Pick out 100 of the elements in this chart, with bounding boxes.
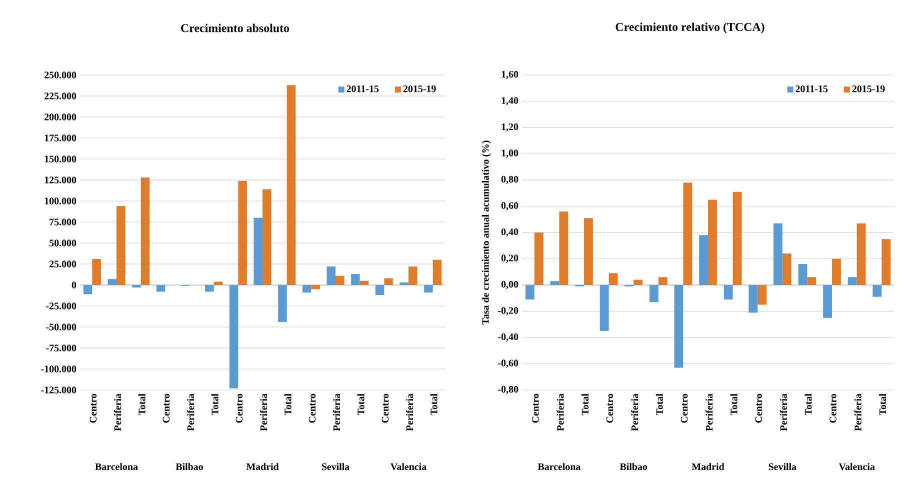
bar <box>649 285 658 302</box>
y-tick-label: -0,80 <box>498 386 518 394</box>
y-tick-label: 175.000 <box>44 134 76 142</box>
x-tick-label: Centro <box>680 394 688 423</box>
x-tick-label: Periferia <box>186 394 194 431</box>
bar <box>408 266 418 285</box>
x-tick-label: Periferia <box>631 394 638 431</box>
bar <box>424 285 433 293</box>
text: Sevilla <box>768 463 796 470</box>
x-tick-label: Centro <box>90 394 97 423</box>
y-tick-label: -75.000 <box>46 344 76 352</box>
x-tick-label: Total <box>357 394 364 416</box>
y-tick-label: 50.000 <box>49 240 76 246</box>
y-tick-label: 100.000 <box>44 198 76 204</box>
x-tick-label: Periferia <box>332 394 340 431</box>
chart-title: Crecimiento relativo (TCCA) <box>616 22 764 34</box>
y-tick-label: 250.000 <box>44 72 76 78</box>
bar <box>254 218 263 285</box>
y-tick-label: 1,40 <box>502 97 518 106</box>
bar <box>550 281 560 285</box>
x-tick-label: Centro <box>162 394 170 423</box>
bar <box>773 223 782 285</box>
bar <box>600 285 609 331</box>
y-tick-label: -0,20 <box>498 307 518 316</box>
x-tick-label: Total <box>430 394 438 416</box>
x-tick-label: Centro <box>236 394 243 423</box>
text: Barcelona <box>95 463 138 470</box>
bar <box>608 273 618 285</box>
bar <box>140 177 150 285</box>
x-tick-label: Centro <box>532 394 539 423</box>
x-tick-label: Periferia <box>854 394 862 431</box>
x-tick-label: Total <box>138 394 146 416</box>
y-tick-label: 1,00 <box>502 150 518 158</box>
x-tick-label: Total <box>211 394 218 416</box>
legend-label: 2015-19 <box>852 85 885 92</box>
x-tick-label: Total <box>656 394 663 416</box>
bar <box>286 85 296 285</box>
bar <box>238 180 247 285</box>
bar <box>132 285 141 288</box>
bar <box>108 279 116 285</box>
x-tick-label: Total <box>730 394 738 416</box>
bar <box>699 235 708 285</box>
bar <box>432 260 442 285</box>
x-tick-label: Periferia <box>406 394 414 431</box>
y-tick-label: 25.000 <box>50 260 76 268</box>
bar <box>400 282 409 285</box>
y-tick-label: 75.000 <box>50 218 76 226</box>
x-tick-label: Centro <box>308 394 316 423</box>
x-tick-label: Centro <box>382 394 389 423</box>
bar <box>214 282 223 285</box>
bar <box>856 223 866 285</box>
bar <box>262 189 272 285</box>
y-tick-label: 0,80 <box>501 176 518 184</box>
bar <box>634 280 643 285</box>
x-tick-label: Total <box>284 394 292 416</box>
text: Valencia <box>838 463 875 470</box>
bar <box>156 285 166 292</box>
bar <box>782 254 792 285</box>
x-tick-label: Centro <box>830 394 836 423</box>
text: Madrid <box>246 463 279 470</box>
x-tick-label: Total <box>804 394 812 416</box>
x-tick-label: Total <box>581 394 589 416</box>
bar <box>229 285 238 388</box>
chart-title: Crecimiento absoluto <box>181 24 290 32</box>
bar <box>83 285 92 294</box>
bar <box>311 285 320 290</box>
bar <box>872 285 882 297</box>
bar <box>748 285 758 313</box>
y-tick-label: -25.000 <box>46 302 76 310</box>
bar <box>807 277 816 285</box>
text: Bilbao <box>620 463 648 470</box>
y-tick-label: -0,40 <box>498 333 518 342</box>
bar <box>584 218 593 285</box>
bar <box>116 206 126 285</box>
y-tick-label: 0,40 <box>501 228 518 237</box>
bar <box>360 280 369 285</box>
bar <box>732 192 742 285</box>
x-tick-label: Total <box>879 394 886 416</box>
y-tick-label: -0,60 <box>498 360 518 368</box>
bar <box>559 212 568 285</box>
y-tick-label: 0,00 <box>501 280 518 290</box>
bar <box>832 258 841 285</box>
bar <box>326 266 336 285</box>
y-tick-label: 225.000 <box>44 92 76 100</box>
y-tick-label: 125.000 <box>44 176 76 184</box>
y-tick-label: -100.000 <box>41 366 76 372</box>
y-axis-title: Tasa de crecimiento anual acumulativo (%) <box>482 140 491 325</box>
y-tick-label: 0,20 <box>501 254 518 263</box>
y-tick-label: 1,60 <box>502 70 518 80</box>
legend-label: 2015-19 <box>403 85 436 92</box>
bar <box>351 274 360 285</box>
x-tick-label: Centro <box>606 394 614 423</box>
bar <box>758 285 767 305</box>
y-tick-label: -125.000 <box>41 386 76 394</box>
y-tick-label: 0,60 <box>501 202 518 210</box>
legend-label: 2011-15 <box>796 85 828 92</box>
y-tick-label: 200.000 <box>44 114 76 120</box>
bar <box>708 200 717 285</box>
bar <box>336 276 344 285</box>
bar <box>848 277 857 285</box>
